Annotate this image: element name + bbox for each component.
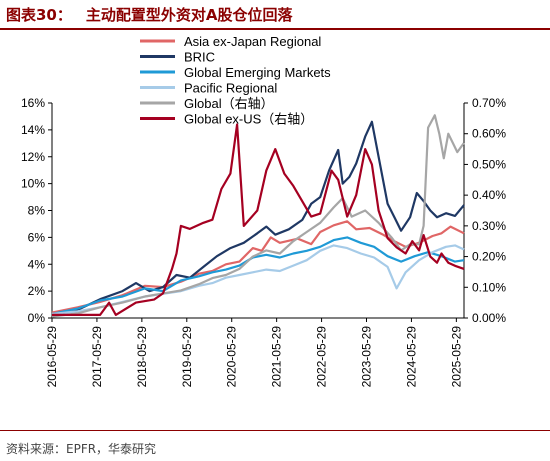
legend-label: Global（右轴） [184,96,274,111]
series-line-4 [51,114,465,318]
series-line-5 [52,123,465,316]
y-left-tick-label: 8% [28,204,46,218]
x-tick-label: 2021-05-29 [270,326,284,388]
y-right-tick-label: 0.30% [472,219,506,233]
x-tick-label: 2019-05-29 [180,326,194,388]
y-right-tick-label: 0.50% [472,157,506,171]
series-line-1 [51,120,465,317]
x-tick-label: 2018-05-29 [135,326,149,388]
y-right-tick-label: 0.00% [472,311,506,325]
y-left-tick-label: 16% [21,96,45,110]
legend-label: Pacific Regional [184,81,277,96]
x-tick-label: 2024-05-29 [404,326,418,388]
figure-label: 图表30： [6,6,72,24]
y-left-tick-label: 6% [28,230,46,244]
chart-title: 图表30： 主动配置型外资对A股仓位回落 [6,4,293,25]
y-left-tick-label: 10% [21,177,45,191]
x-tick-label: 2022-05-29 [315,326,329,388]
x-tick-label: 2023-05-29 [360,326,374,388]
y-left-tick-label: 14% [21,123,45,137]
x-tick-label: 2025-05-29 [449,326,463,388]
y-right-tick-label: 0.20% [472,250,506,264]
x-tick-label: 2017-05-29 [90,326,104,388]
x-tick-label: 2020-05-29 [225,326,239,388]
legend-label: Asia ex-Japan Regional [184,34,321,49]
y-right-tick-label: 0.10% [472,280,506,294]
title-divider [0,28,550,30]
y-left-tick-label: 4% [28,257,46,271]
source-note: 资料来源：EPFR，华泰研究 [6,442,157,456]
x-tick-label: 2016-05-29 [45,326,59,388]
figure-title: 主动配置型外资对A股仓位回落 [85,6,293,24]
y-left-tick-label: 2% [28,284,46,298]
y-right-tick-label: 0.40% [472,188,506,202]
legend-label: BRIC [184,50,215,65]
series-line-2 [51,236,465,316]
y-right-tick-label: 0.70% [472,96,506,110]
legend-label: Global Emerging Markets [184,65,331,80]
y-right-tick-label: 0.60% [472,127,506,141]
y-left-tick-label: 12% [21,150,45,164]
chart-canvas: 0% 2% 4% 6% 8% 10% 12% 14% 16% 0.00% 0.10% 0.20% 0.3… [21,34,506,388]
y-left-tick-label: 0% [28,311,46,325]
legend-label: Global ex-US（右轴） [184,112,313,127]
footer-divider [0,430,550,431]
